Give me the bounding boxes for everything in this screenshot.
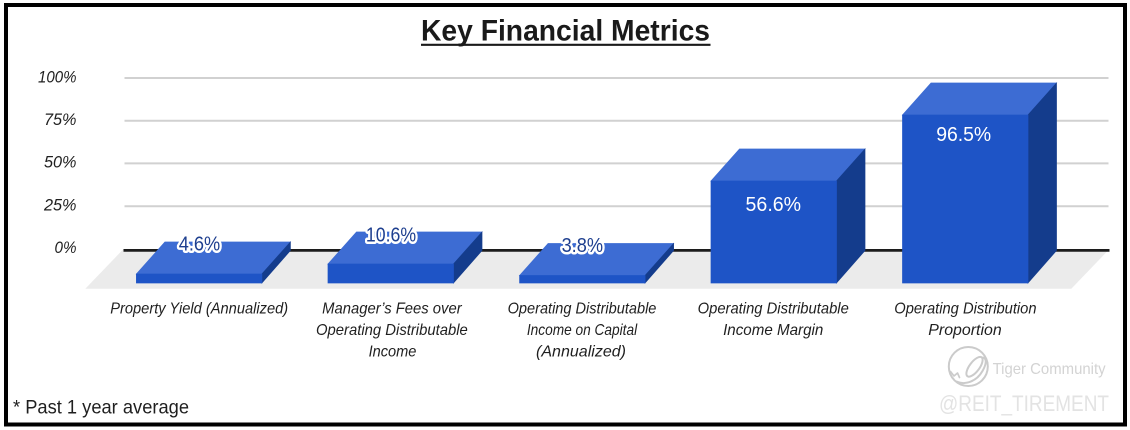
svg-text:10.6%: 10.6% xyxy=(366,225,416,247)
svg-text:0%: 0% xyxy=(55,238,77,257)
svg-text:Manager’s Fees over: Manager’s Fees over xyxy=(322,301,462,318)
svg-text:4.6%: 4.6% xyxy=(179,234,220,256)
svg-text:50%: 50% xyxy=(44,153,77,172)
svg-text:Key Financial Metrics: Key Financial Metrics xyxy=(421,15,710,48)
svg-text:Income on Capital: Income on Capital xyxy=(527,322,638,339)
svg-text:25%: 25% xyxy=(43,195,76,214)
svg-text:96.5%: 96.5% xyxy=(936,124,991,146)
svg-text:Income Margin: Income Margin xyxy=(723,322,823,339)
svg-text:Operating Distribution: Operating Distribution xyxy=(894,301,1036,318)
svg-text:Property Yield (Annualized): Property Yield (Annualized) xyxy=(110,301,288,318)
svg-text:3.8%: 3.8% xyxy=(562,235,603,257)
svg-text:Operating Distributable: Operating Distributable xyxy=(508,301,657,318)
svg-text:* Past 1 year average: * Past 1 year average xyxy=(13,397,189,419)
svg-text:56.6%: 56.6% xyxy=(746,194,802,216)
svg-text:Proportion: Proportion xyxy=(928,322,1001,339)
svg-text:100%: 100% xyxy=(38,67,77,86)
svg-text:Tiger Community: Tiger Community xyxy=(993,361,1106,378)
svg-text:Income: Income xyxy=(369,344,417,361)
svg-text:@REIT_TIREMENT: @REIT_TIREMENT xyxy=(939,391,1109,416)
svg-text:75%: 75% xyxy=(44,110,77,129)
svg-text:(Annualized): (Annualized) xyxy=(536,344,626,361)
svg-text:Operating Distributable: Operating Distributable xyxy=(316,322,468,339)
svg-text:Operating Distributable: Operating Distributable xyxy=(698,301,849,318)
